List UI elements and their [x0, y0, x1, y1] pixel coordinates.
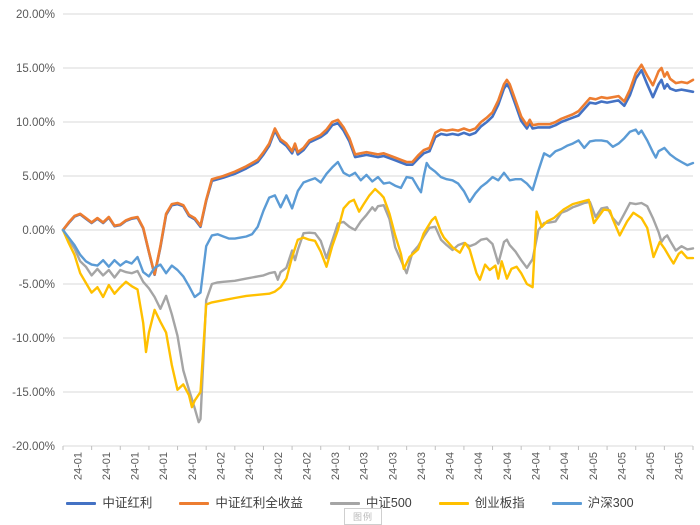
x-axis-tick-label: 24-05: [616, 452, 628, 480]
legend-item-zhongzheng-hongli[interactable]: 中证红利: [66, 497, 152, 510]
x-axis-tick-label: 24-02: [301, 452, 313, 480]
y-axis-tick-label: -10.00%: [12, 333, 55, 345]
legend-ghost-label: 图例: [344, 508, 382, 525]
x-axis-tick-label: 24-02: [273, 452, 285, 480]
legend-item-zhongzheng-500[interactable]: 中证500: [329, 496, 412, 510]
x-axis-tick-label: 24-01: [72, 452, 84, 480]
y-axis-tick-label: 10.00%: [16, 117, 55, 129]
x-axis-tick-label: 24-04: [531, 452, 543, 480]
legend-swatch-gray: [329, 501, 360, 505]
x-axis-tick-label: 24-01: [187, 452, 199, 480]
legend-label: 沪深300: [587, 496, 634, 510]
x-axis-tick-label: 24-04: [502, 452, 514, 480]
x-axis-tick-label: 24-05: [674, 452, 686, 480]
y-axis-tick-label: 20.00%: [16, 9, 55, 21]
legend-swatch-lightblue: [551, 501, 582, 505]
y-axis-tick-label: 0.00%: [22, 225, 55, 237]
x-axis-tick-label: 24-04: [559, 452, 571, 480]
series-line-3: [61, 200, 695, 424]
series-line-1: [61, 68, 695, 277]
x-axis-tick-label: 24-01: [158, 452, 170, 480]
legend-label: 中证500: [365, 496, 412, 510]
x-axis-tick-label: 24-01: [101, 452, 113, 480]
legend-label: 创业板指: [474, 496, 525, 510]
x-axis-tick-label: 24-05: [588, 452, 600, 480]
legend-swatch-orange: [179, 501, 210, 505]
legend-label: 中证红利全收益: [215, 496, 303, 510]
y-axis-tick-label: -15.00%: [12, 387, 55, 399]
y-axis-tick-label: 5.00%: [22, 171, 55, 183]
x-axis-tick-label: 24-05: [645, 452, 657, 480]
legend-item-chuangyeban[interactable]: 创业板指: [438, 496, 525, 510]
legend-item-hushen-300[interactable]: 沪深300: [551, 496, 634, 510]
series-line-4: [61, 187, 695, 409]
series-line-5: [61, 128, 695, 299]
x-axis-tick-label: 24-01: [130, 452, 142, 480]
line-chart-plot: 20.00% 15.00% 10.00% 5.00% 0.00% -5.00% -10.00…: [12, 9, 695, 480]
legend-swatch-blue: [66, 501, 97, 505]
x-axis-tick-label: 24-04: [445, 452, 457, 480]
y-axis-tick-label: 15.00%: [16, 63, 55, 75]
legend-label: 中证红利: [102, 496, 153, 510]
legend-swatch-yellow: [438, 501, 469, 505]
x-axis-tick-label: 24-03: [387, 452, 399, 480]
legend-item-hongli-quanshouyi[interactable]: 中证红利全收益: [179, 497, 303, 510]
y-axis-tick-label: -5.00%: [19, 279, 55, 291]
x-axis-tick-label: 24-03: [330, 452, 342, 480]
x-axis-tick-label: 24-03: [359, 452, 371, 480]
x-axis-tick-label: 24-04: [473, 452, 485, 480]
chart-legend: 中证红利 中证红利全收益 中证500 创业板指 沪深300: [0, 497, 700, 510]
x-axis-tick-label: 24-02: [216, 452, 228, 480]
y-axis-tick-label: -20.00%: [12, 441, 55, 453]
series-line-2: [61, 63, 695, 276]
x-axis-tick-label: 24-02: [244, 452, 256, 480]
x-axis-tick-label: 24-03: [416, 452, 428, 480]
